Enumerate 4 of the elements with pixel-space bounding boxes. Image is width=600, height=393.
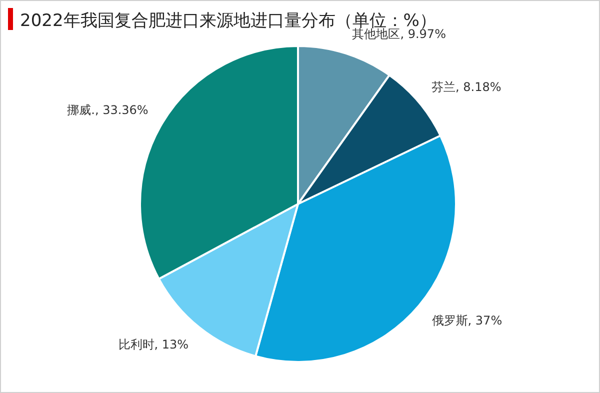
slice-label: 芬兰, 8.18% — [431, 80, 502, 94]
slice-label: 比利时, 13% — [118, 337, 189, 352]
slice-label: 挪威., 33.36% — [67, 102, 148, 117]
slice-label: 俄罗斯, 37% — [432, 314, 502, 328]
